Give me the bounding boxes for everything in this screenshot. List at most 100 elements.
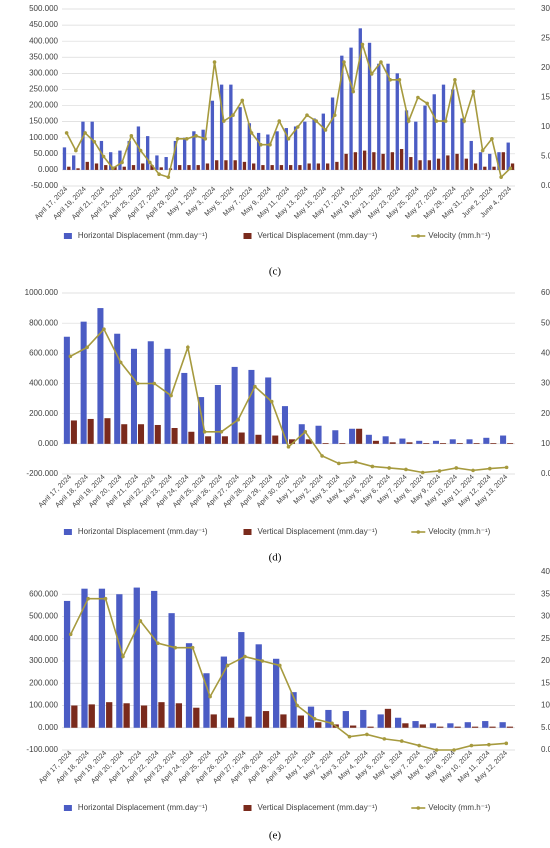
velocity-point — [173, 645, 178, 650]
bar — [231, 366, 238, 444]
bar — [224, 160, 228, 170]
bar — [312, 118, 316, 170]
velocity-point — [236, 417, 240, 422]
bar — [381, 153, 385, 170]
bar — [501, 152, 505, 170]
bar — [427, 160, 432, 170]
y-tick-label: 300.000 — [29, 68, 58, 77]
bar — [423, 443, 430, 444]
bar — [97, 308, 104, 444]
bar — [145, 136, 150, 170]
velocity-point — [360, 42, 365, 47]
velocity-point — [404, 467, 408, 472]
bar — [233, 160, 237, 170]
bar — [81, 121, 85, 170]
bar — [151, 590, 158, 728]
bar — [196, 165, 200, 170]
legend-swatch — [416, 530, 421, 534]
velocity-point — [425, 101, 429, 106]
velocity-point — [101, 154, 106, 159]
bar — [159, 167, 163, 170]
bar — [210, 100, 215, 170]
velocity-point — [185, 137, 189, 141]
bar — [372, 152, 376, 170]
bar — [173, 140, 178, 170]
velocity-point — [504, 465, 509, 470]
bar — [62, 147, 67, 170]
velocity-point — [379, 60, 383, 64]
legend-label: Horizontal Displacement (mm.day⁻¹) — [78, 527, 208, 536]
bar — [255, 434, 262, 444]
legend-label: Velocity (mm.h⁻¹) — [428, 527, 490, 536]
velocity-point — [268, 142, 272, 147]
bar — [140, 705, 148, 728]
velocity-line — [69, 597, 507, 751]
y-tick-label: 1000.000 — [25, 288, 59, 297]
velocity-point — [190, 645, 195, 650]
bar — [171, 427, 178, 444]
bar — [389, 442, 396, 444]
bar — [362, 150, 367, 170]
bar — [464, 722, 471, 728]
bar — [252, 163, 256, 170]
bar — [262, 711, 270, 728]
bar — [488, 153, 492, 170]
velocity-point — [469, 743, 474, 748]
velocity-point — [260, 659, 265, 663]
velocity-point — [175, 137, 180, 141]
bar — [399, 148, 404, 170]
velocity-point — [208, 694, 212, 699]
bar — [418, 160, 422, 170]
bar — [273, 658, 280, 728]
bar — [219, 84, 224, 170]
bar — [281, 406, 288, 444]
velocity-point — [253, 384, 257, 389]
velocity-point — [370, 464, 375, 469]
bar — [358, 28, 362, 170]
velocity-point — [295, 703, 300, 708]
velocity-point — [504, 741, 509, 746]
bar — [123, 703, 130, 728]
bar — [478, 152, 483, 170]
y2-tick-label: 50.000 — [541, 318, 550, 327]
velocity-point — [156, 641, 160, 645]
velocity-point — [452, 748, 456, 752]
bar — [316, 163, 321, 170]
velocity-point — [353, 460, 358, 464]
bar — [432, 94, 436, 170]
y-tick-label: -100.000 — [26, 745, 58, 754]
bar — [238, 432, 245, 444]
bar — [168, 613, 175, 728]
bar — [394, 717, 402, 728]
bar — [441, 84, 446, 170]
bar — [99, 140, 104, 170]
bar — [81, 588, 88, 728]
bar — [210, 714, 217, 728]
bar — [356, 428, 363, 444]
bar — [131, 165, 136, 170]
bar — [325, 709, 332, 728]
bar — [188, 431, 195, 444]
legend-swatch — [243, 233, 252, 239]
velocity-point — [437, 469, 442, 473]
bar — [164, 157, 168, 170]
bar — [205, 163, 210, 170]
y-tick-label: 0.000 — [38, 165, 59, 174]
velocity-point — [219, 429, 224, 434]
bar — [90, 121, 94, 170]
velocity-point — [434, 748, 439, 752]
bar — [399, 438, 406, 444]
bar — [349, 428, 356, 444]
velocity-point — [102, 327, 106, 332]
velocity-point — [342, 60, 346, 64]
bar — [275, 131, 279, 170]
y2-tick-label: 5.00 — [541, 152, 550, 161]
bar — [289, 439, 296, 444]
bar — [147, 341, 154, 444]
velocity-point — [397, 78, 402, 82]
velocity-point — [118, 360, 123, 365]
velocity-point — [194, 134, 198, 138]
bar — [382, 436, 389, 444]
velocity-point — [499, 175, 503, 179]
velocity-point — [138, 619, 143, 623]
